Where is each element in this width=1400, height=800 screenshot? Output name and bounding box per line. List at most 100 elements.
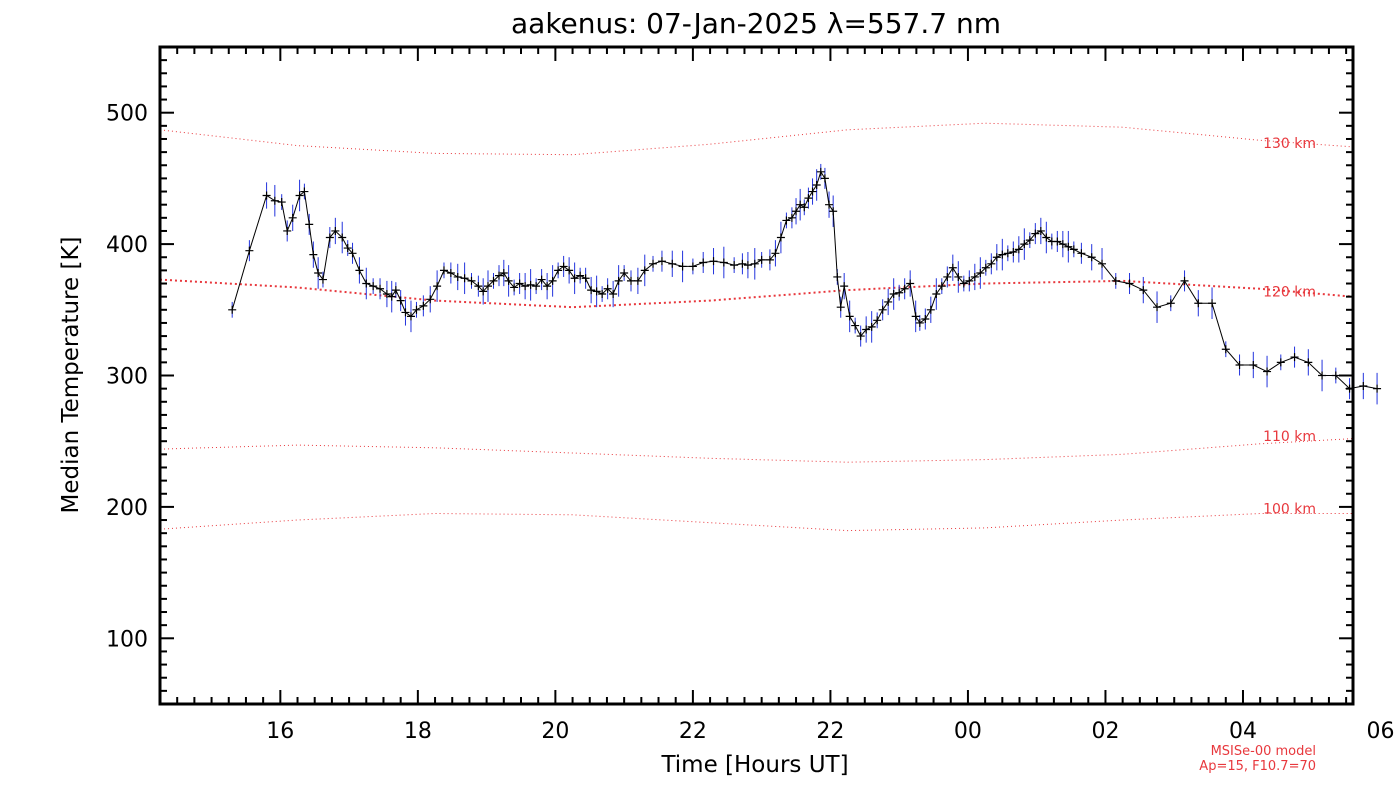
data-point (283, 226, 292, 235)
data-point (295, 191, 304, 200)
data-point (765, 255, 774, 264)
data-point (812, 180, 821, 189)
data-point (1042, 233, 1051, 242)
data-point (649, 259, 658, 268)
data-point (640, 266, 649, 275)
data-point (406, 312, 415, 321)
data-point (1064, 242, 1073, 251)
data-point (776, 233, 785, 242)
model-note-line-2: Ap=15, F10.7=70 (1199, 759, 1316, 774)
data-point (1069, 245, 1078, 254)
data-point (1290, 353, 1299, 362)
data-point (1139, 286, 1148, 295)
y-tick-label: 200 (106, 496, 148, 521)
data-point (620, 269, 629, 278)
data-point (709, 257, 718, 266)
data-point (981, 263, 990, 272)
data-point (245, 246, 254, 255)
data-point (314, 269, 323, 278)
data-point (1031, 229, 1040, 238)
data-point (474, 282, 483, 291)
data-point (678, 262, 687, 271)
data-point (884, 297, 893, 306)
x-tick-label: 02 (1092, 719, 1120, 744)
data-point (998, 250, 1007, 259)
data-point (965, 276, 974, 285)
y-tick-label: 100 (106, 627, 148, 652)
data-point (1318, 371, 1327, 380)
data-point (532, 282, 541, 291)
data-point (1098, 259, 1107, 268)
data-point (262, 191, 271, 200)
data-point (1058, 240, 1067, 249)
data-point (460, 274, 469, 283)
data-point (943, 272, 952, 281)
data-point (526, 280, 535, 289)
data-point (1359, 382, 1368, 391)
data-point (587, 286, 596, 295)
data-point (309, 250, 318, 259)
tick-labels-layer: 16 18 20 22 22 00 02 04 06 100 200 300 400 500 (106, 102, 1395, 744)
data-point (609, 290, 618, 299)
data-point (825, 200, 834, 209)
data-point (895, 288, 904, 297)
data-point (433, 282, 442, 291)
data-point (576, 271, 585, 280)
data-point (1125, 279, 1134, 288)
data-point (515, 279, 524, 288)
data-point (348, 249, 357, 258)
data-point (565, 266, 574, 275)
model-curves-layer: 130 km 120 km 110 km 100 km (159, 122, 1354, 532)
model-curve-label: 110 km (1263, 429, 1316, 445)
data-point (554, 266, 563, 275)
data-point (743, 261, 752, 270)
x-tick-label: 22 (816, 719, 844, 744)
data-point (446, 269, 455, 278)
data-point (1111, 276, 1120, 285)
data-point (1180, 276, 1189, 285)
model-curve-label: 120 km (1263, 285, 1316, 301)
model-curve-110-km (159, 438, 1354, 463)
data-point (521, 282, 530, 291)
data-point (559, 262, 568, 271)
data-point (376, 284, 385, 293)
data-point (948, 263, 957, 272)
data-point (889, 290, 898, 299)
data-point (627, 276, 636, 285)
y-axis-label: Median Temperature [K] (58, 237, 84, 514)
data-point (391, 286, 400, 295)
data-point (489, 276, 498, 285)
data-point (1020, 240, 1029, 249)
data-point (1263, 367, 1272, 376)
data-point (757, 255, 766, 264)
data-point (537, 275, 546, 284)
data-point (1221, 345, 1230, 354)
data-point (382, 290, 391, 299)
data-point (355, 266, 364, 275)
data-point (900, 284, 909, 293)
data-point (318, 275, 327, 284)
data-point (808, 187, 817, 196)
data-point (548, 276, 557, 285)
data-point (1373, 384, 1382, 393)
x-tick-label: 22 (679, 719, 707, 744)
data-point (911, 312, 920, 321)
data-point (1249, 360, 1258, 369)
data-point (426, 295, 435, 304)
data-point (976, 269, 985, 278)
y-tick-label: 500 (106, 102, 148, 127)
data-point (467, 276, 476, 285)
data-point (688, 262, 697, 271)
data-point (401, 308, 410, 317)
model-curve-label: 130 km (1263, 136, 1316, 152)
data-point (836, 303, 845, 312)
data-point (862, 325, 871, 334)
data-point (771, 249, 780, 258)
x-tick-label: 16 (266, 719, 294, 744)
data-point (873, 316, 882, 325)
model-curve-label: 100 km (1263, 502, 1316, 518)
data-point (668, 259, 677, 268)
data-point (1077, 249, 1086, 258)
data-point (796, 200, 805, 209)
